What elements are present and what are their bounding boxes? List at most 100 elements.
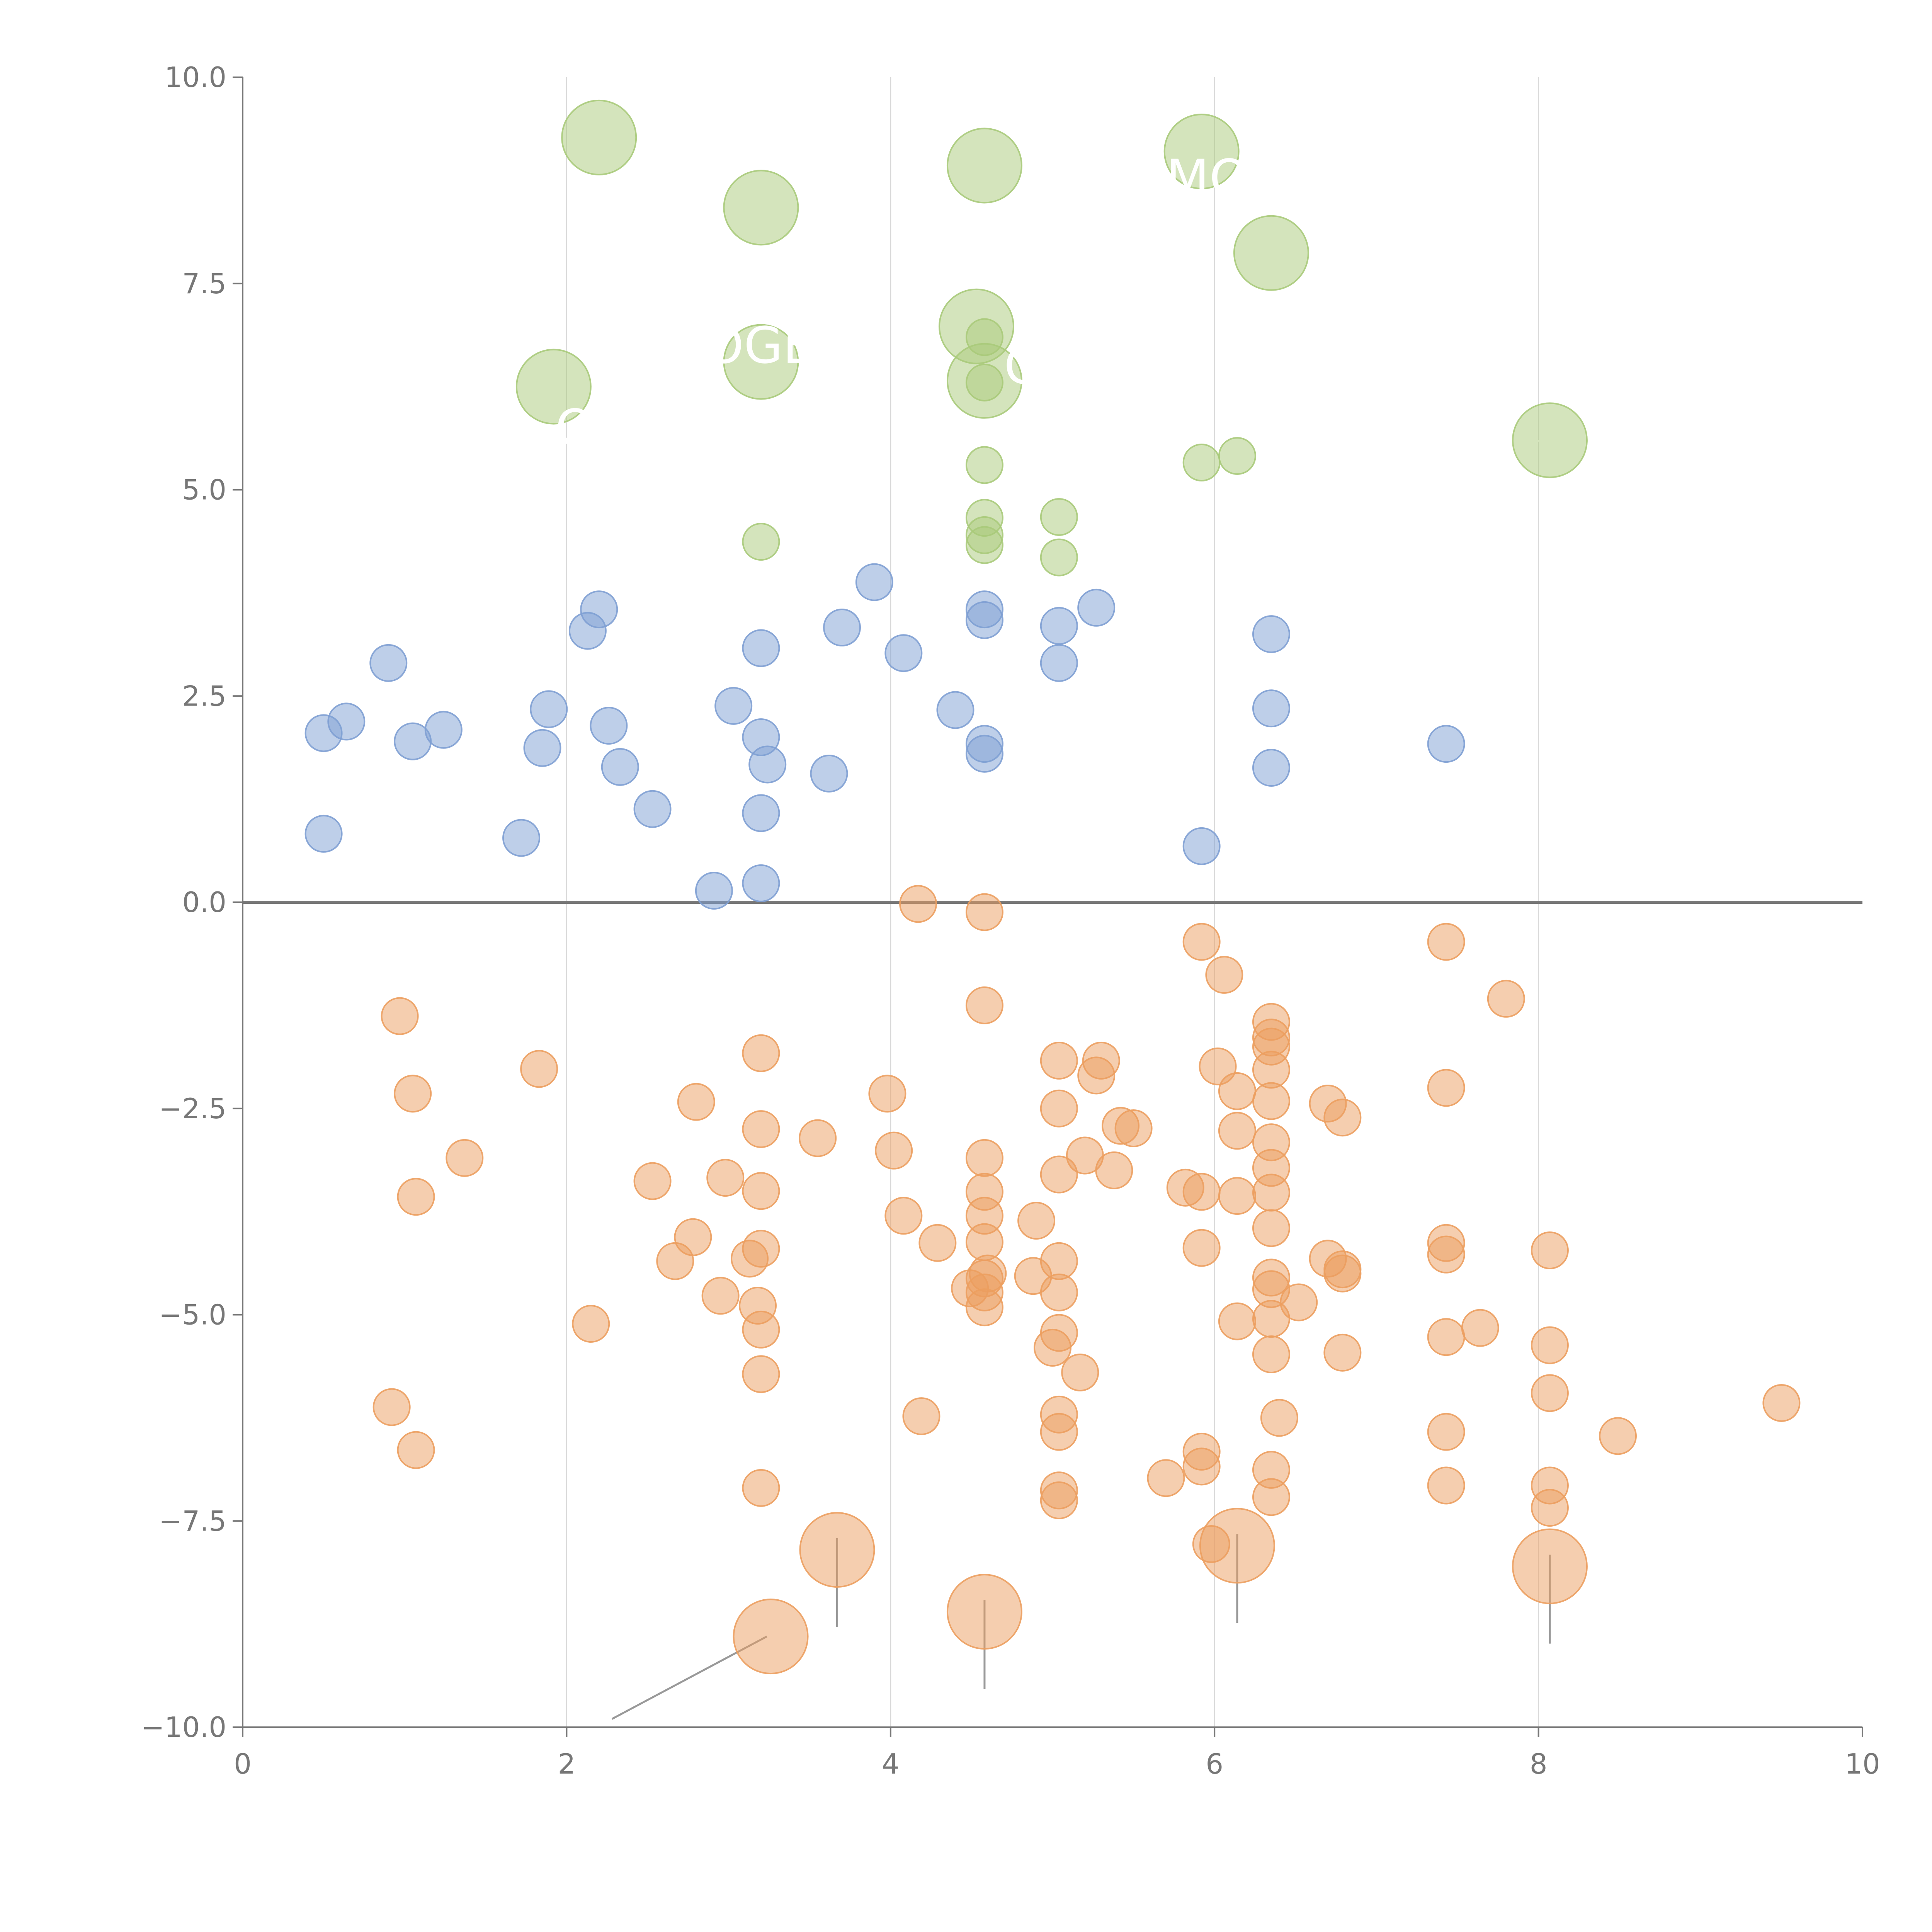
negative-point <box>1077 1056 1116 1095</box>
y-tick-label: −7.5 <box>159 1505 226 1537</box>
negative-point <box>1531 1326 1569 1364</box>
negative-point <box>1487 980 1525 1018</box>
y-tick-label: −2.5 <box>159 1092 226 1125</box>
positive-low-point <box>714 687 753 725</box>
positive-high-large-point <box>946 128 1022 204</box>
positive-high-point <box>965 526 1003 564</box>
negative-large-point <box>1512 1528 1588 1604</box>
positive-low-point <box>1427 725 1465 763</box>
positive-low-point <box>601 748 639 786</box>
positive-low-point <box>936 691 975 729</box>
positive-high-point <box>742 523 780 561</box>
callout-label: MOV <box>1166 148 1282 207</box>
negative-point <box>1252 1335 1290 1373</box>
positive-low-point <box>502 819 541 857</box>
positive-low-point <box>327 702 366 741</box>
negative-point <box>1762 1384 1801 1422</box>
positive-high-large-point <box>1233 215 1309 291</box>
negative-point <box>1252 1478 1290 1516</box>
positive-low-point <box>633 790 672 828</box>
negative-point <box>1427 923 1465 961</box>
positive-low-point <box>823 609 861 647</box>
negative-point <box>1218 1302 1256 1340</box>
negative-point <box>1461 1309 1499 1347</box>
data-points <box>304 99 1801 1675</box>
negative-point <box>1260 1399 1298 1437</box>
negative-point <box>742 1469 780 1507</box>
positive-low-point <box>742 629 780 667</box>
negative-point <box>1017 1202 1056 1240</box>
negative-point <box>1114 1109 1153 1147</box>
negative-point <box>572 1304 610 1343</box>
positive-low-point <box>1252 615 1290 653</box>
positive-high-large-point <box>946 343 1022 419</box>
positive-low-point <box>965 735 1003 773</box>
negative-point <box>1040 1413 1078 1451</box>
negative-point <box>875 1131 913 1170</box>
positive-low-point <box>1077 588 1116 627</box>
callout-label: OGE <box>704 316 815 375</box>
positive-high-point <box>1182 444 1221 482</box>
positive-low-point <box>965 601 1003 639</box>
negative-point <box>1427 1235 1465 1274</box>
negative-point <box>742 1172 780 1210</box>
negative-point <box>742 1034 780 1072</box>
negative-point <box>1531 1374 1569 1412</box>
negative-large-point <box>1199 1508 1275 1584</box>
negative-point <box>1147 1459 1185 1497</box>
positive-low-point <box>369 644 408 682</box>
positive-high-large-point <box>1163 114 1240 190</box>
negative-point <box>1427 1466 1465 1505</box>
negative-point <box>372 1388 411 1426</box>
negative-point <box>965 1139 1003 1177</box>
positive-low-point <box>695 872 733 910</box>
negative-point <box>1218 1072 1256 1110</box>
negative-point <box>1182 1229 1221 1267</box>
negative-point <box>520 1050 558 1088</box>
negative-point <box>965 893 1003 931</box>
positive-low-point <box>810 754 848 793</box>
y-tick-label: 5.0 <box>182 474 226 506</box>
callout-label: O <box>555 398 595 457</box>
y-tick-label: 0.0 <box>182 886 226 918</box>
positive-low-point <box>1040 607 1078 645</box>
negative-point <box>1323 1333 1362 1372</box>
y-tick-label: −10.0 <box>141 1711 226 1743</box>
positive-high-large-point <box>561 99 637 175</box>
x-tick-label: 2 <box>558 1748 575 1780</box>
positive-low-point <box>1252 689 1290 728</box>
negative-point <box>799 1119 837 1157</box>
positive-high-large-point <box>723 170 799 246</box>
negative-point <box>633 1162 672 1200</box>
negative-point <box>899 885 937 923</box>
negative-point <box>742 1310 780 1349</box>
negative-large-point <box>733 1599 809 1675</box>
positive-low-point <box>742 794 780 832</box>
positive-low-point <box>855 563 893 601</box>
positive-low-point <box>580 590 618 629</box>
positive-low-point <box>742 864 780 902</box>
negative-point <box>1252 1173 1290 1212</box>
positive-low-point <box>590 707 628 745</box>
negative-point <box>706 1159 745 1197</box>
negative-point <box>902 1397 940 1435</box>
callout-label: ’´ <box>737 143 778 202</box>
negative-point <box>965 1288 1003 1327</box>
positive-low-point <box>530 690 568 728</box>
x-tick-label: 10 <box>1845 1748 1880 1780</box>
negative-point <box>1531 1231 1569 1269</box>
negative-point <box>397 1431 435 1469</box>
x-tick-label: 6 <box>1206 1748 1223 1780</box>
negative-point <box>1034 1328 1071 1367</box>
negative-point <box>1252 1209 1290 1247</box>
negative-point <box>1182 1447 1221 1486</box>
positive-high-point <box>1218 437 1256 475</box>
negative-point <box>1040 1089 1078 1128</box>
negative-point <box>965 986 1003 1024</box>
negative-point <box>397 1178 435 1216</box>
positive-low-point <box>523 729 561 767</box>
negative-point <box>1182 1173 1221 1211</box>
negative-point <box>1040 1041 1078 1080</box>
negative-point <box>1218 1177 1256 1215</box>
